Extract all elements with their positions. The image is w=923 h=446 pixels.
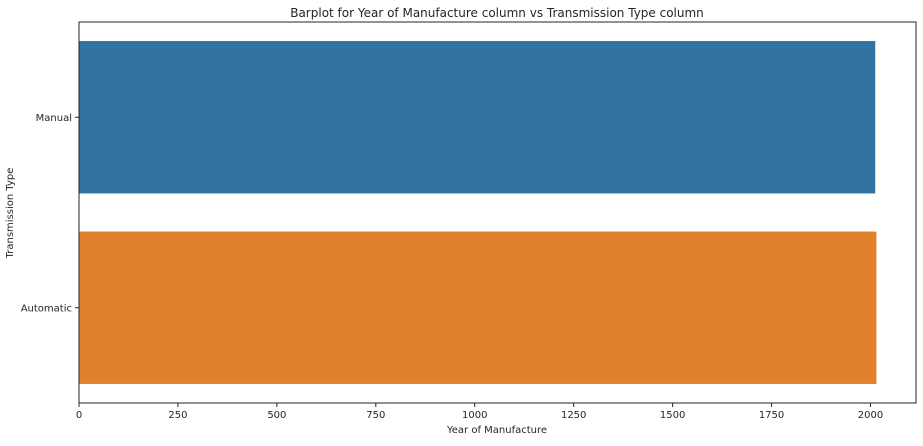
x-tick-label: 2000: [858, 410, 883, 421]
y-tick-label: Manual: [36, 113, 72, 124]
chart-title: Barplot for Year of Manufacture column v…: [290, 6, 704, 20]
x-tick-label: 1000: [462, 410, 487, 421]
plot-frame: [78, 21, 917, 404]
x-tick-label: 500: [267, 410, 286, 421]
x-tick-label: 1500: [660, 410, 685, 421]
y-axis-label: Transmission Type: [5, 168, 16, 260]
bar-automatic: [79, 231, 877, 384]
x-tick-label: 250: [168, 410, 187, 421]
x-tick-label: 0: [76, 410, 82, 421]
axes-group: Manual Automatic 0 250 500 750 1000 1250 1500 175…: [21, 21, 917, 421]
y-tick-label: Automatic: [21, 303, 72, 314]
bar-manual: [79, 41, 876, 194]
bars-group: [79, 41, 877, 384]
x-tick-label: 1250: [561, 410, 586, 421]
x-axis-label: Year of Manufacture: [446, 425, 547, 436]
x-tick-label: 1750: [759, 410, 784, 421]
x-tick-label: 750: [366, 410, 385, 421]
